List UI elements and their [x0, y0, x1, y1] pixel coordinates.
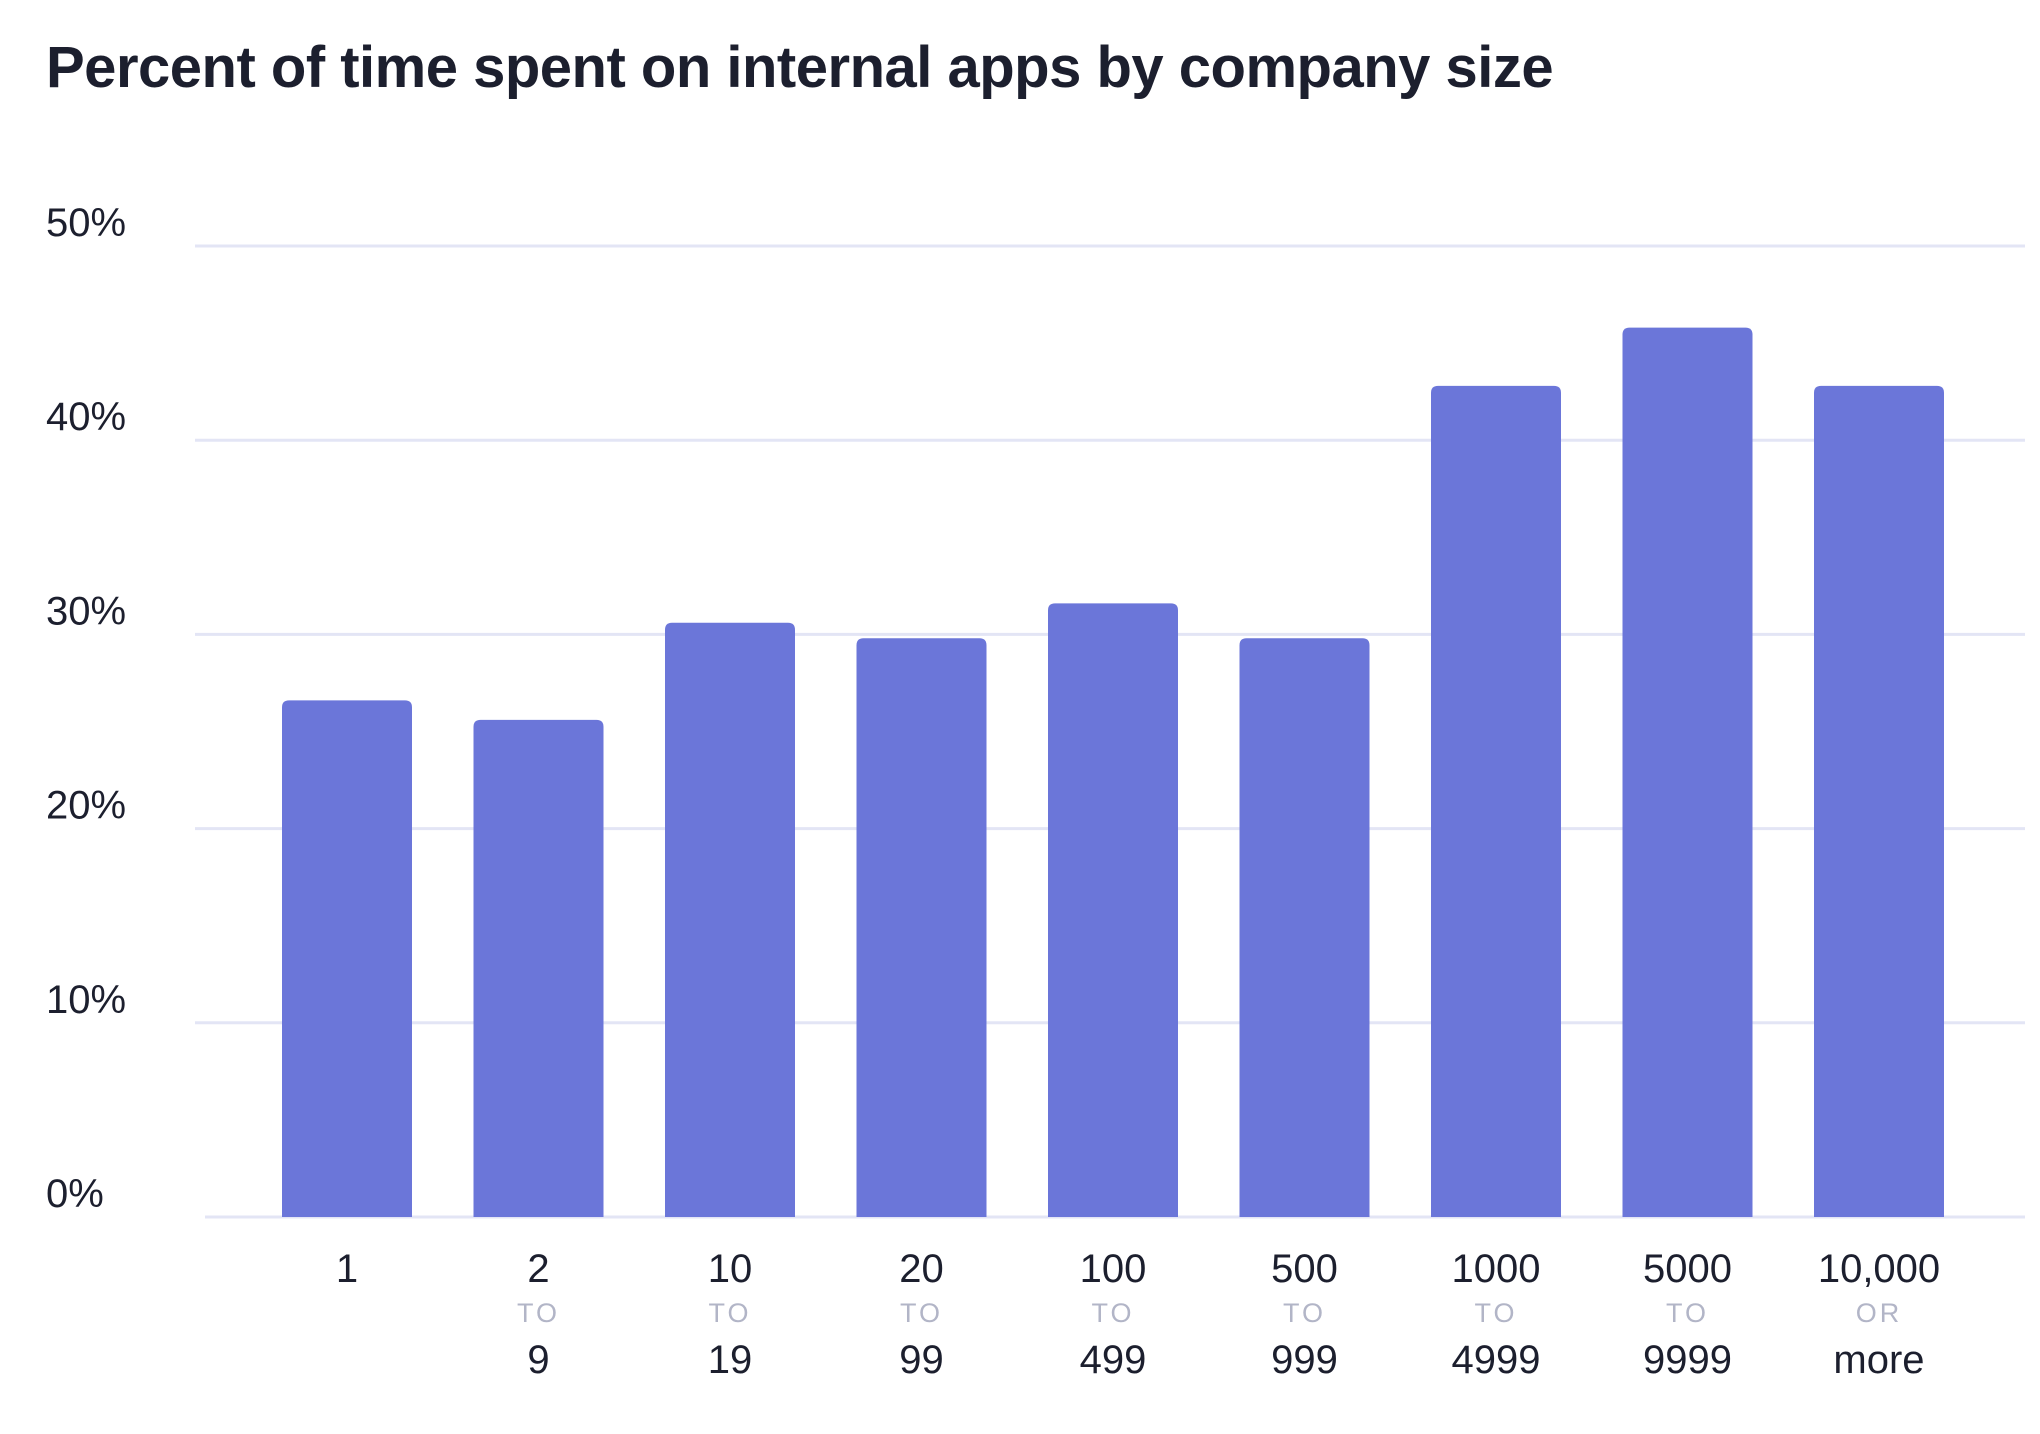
x-tick-connector: TO [1666, 1298, 1709, 1328]
x-tick-label: 1000 [1452, 1247, 1541, 1291]
x-tick-label: 5000 [1643, 1247, 1732, 1291]
x-tick-label: 500 [1271, 1247, 1338, 1291]
bar [1622, 327, 1753, 1218]
y-axis-ticks: 0% 10% 20% 30% 40% 50% [46, 201, 126, 1216]
x-tick-label: 10 [708, 1247, 753, 1291]
x-tick-connector: TO [708, 1298, 751, 1328]
y-tick-label: 20% [46, 784, 126, 828]
bar [665, 622, 795, 1217]
x-tick-label-bottom: more [1833, 1338, 1924, 1382]
x-tick-label-bottom: 999 [1271, 1338, 1338, 1382]
bar [1048, 603, 1178, 1217]
x-tick-label-bottom: 499 [1080, 1338, 1147, 1382]
y-tick-label: 50% [46, 201, 126, 245]
x-tick-label-bottom: 4999 [1452, 1338, 1541, 1382]
x-tick-label: 10,000 [1818, 1247, 1940, 1291]
bar [1239, 638, 1370, 1217]
x-tick-connector: TO [517, 1298, 560, 1328]
y-tick-label: 10% [46, 978, 126, 1022]
x-tick-label-bottom: 9 [527, 1338, 549, 1382]
bar [473, 719, 604, 1217]
x-tick-label: 2 [527, 1247, 549, 1291]
chart-title: Percent of time spent on internal apps b… [46, 35, 1554, 100]
x-tick-label: 100 [1080, 1247, 1147, 1291]
x-tick-label: 1 [336, 1247, 358, 1291]
bar [856, 638, 987, 1217]
y-tick-label: 30% [46, 589, 126, 633]
x-tick-label-bottom: 19 [708, 1338, 753, 1382]
x-tick-label-bottom: 99 [899, 1338, 944, 1382]
x-axis-labels: 1 2 TO 9 10 TO 19 20 TO 99 100 TO 499 500 TO 999 1000 TO 4… [336, 1247, 1940, 1382]
y-tick-label: 0% [46, 1172, 104, 1216]
x-tick-connector: TO [900, 1298, 943, 1328]
x-tick-label: 20 [899, 1247, 944, 1291]
x-tick-connector: TO [1283, 1298, 1326, 1328]
x-tick-connector: OR [1856, 1298, 1903, 1328]
x-tick-connector: TO [1091, 1298, 1134, 1328]
x-tick-connector: TO [1474, 1298, 1517, 1328]
x-tick-label-bottom: 9999 [1643, 1338, 1732, 1382]
bar [1431, 385, 1561, 1218]
y-tick-label: 40% [46, 395, 126, 439]
bar [1814, 385, 1944, 1218]
bar [282, 700, 412, 1217]
bars [282, 327, 1944, 1218]
